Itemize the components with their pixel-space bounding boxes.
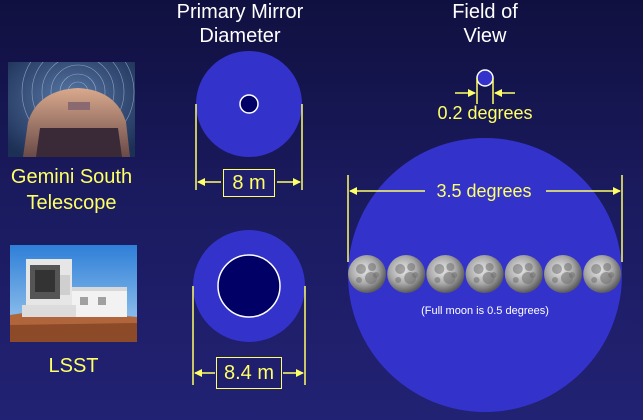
lsst-label: LSST (10, 353, 137, 379)
gemini-mirror-size-label: 8 m (232, 172, 266, 194)
lsst-mirror-hole (217, 254, 281, 318)
gemini-south-label: Gemini South Telescope (0, 164, 143, 216)
gemini-fov-circle (476, 69, 494, 87)
mirror-header-line-2: Diameter (199, 25, 281, 47)
full-moon (544, 255, 582, 293)
full-moon (465, 255, 504, 293)
gemini-fov-label: 0.2 degrees (437, 103, 533, 123)
lsst-mirror-dimension (192, 286, 306, 385)
lsst-fov-dimension (347, 175, 623, 262)
fov-header-line-1: Field of (452, 1, 518, 23)
gemini-mirror-dimension (195, 104, 303, 190)
full-moon (348, 255, 386, 293)
lsst-mirror-size-label: 8.4 m (223, 362, 275, 384)
gemini-fov-dimension (455, 78, 515, 104)
gemini-label-line-2: Telescope (26, 192, 117, 214)
moon-note: (Full moon is 0.5 degrees) (421, 305, 549, 317)
moon-row (348, 255, 622, 293)
full-moon (583, 255, 622, 293)
fov-header-line-2: View (463, 25, 507, 47)
gemini-label-line-1: Gemini South (10, 166, 133, 188)
mirror-header-line-1: Primary Mirror (176, 1, 304, 23)
full-moon (387, 255, 426, 293)
gemini-mirror-hole (239, 94, 259, 114)
mirror-diameter-header: Primary Mirror Diameter (150, 0, 330, 48)
lsst-mirror-size-box: 8.4 m (216, 357, 282, 389)
full-moon (426, 255, 465, 293)
field-of-view-header: Field of View (400, 0, 570, 48)
lsst-fov-label: 3.5 degrees (436, 181, 532, 201)
lsst-label-line-1: LSST (48, 355, 99, 377)
full-moon (504, 255, 543, 293)
gemini-south-photo (8, 62, 135, 157)
lsst-photo (10, 245, 137, 342)
gemini-mirror-size-box: 8 m (223, 169, 275, 197)
